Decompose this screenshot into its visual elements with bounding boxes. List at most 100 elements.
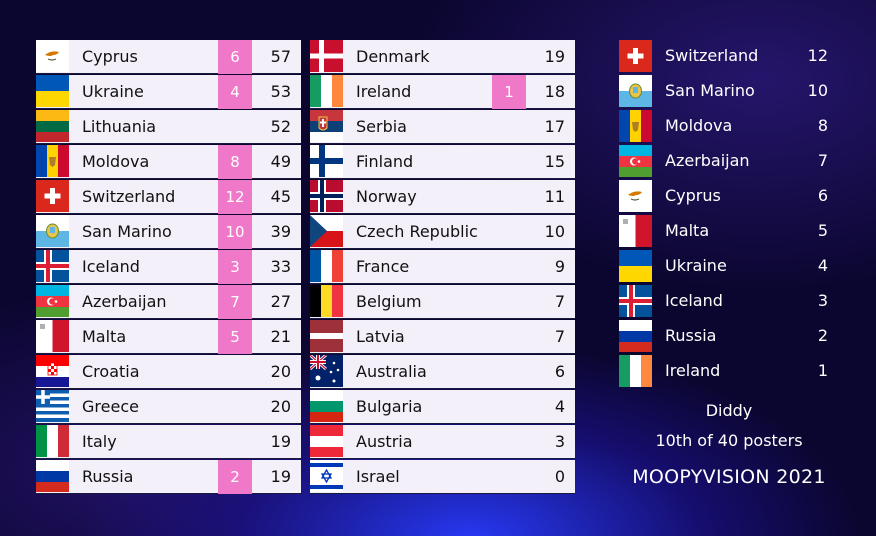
- country-name: Israel: [356, 467, 400, 486]
- vote-points: 3: [817, 291, 828, 310]
- total-score: 9: [554, 257, 565, 276]
- azerbaijan-flag-icon: [619, 145, 652, 177]
- country-name: Latvia: [356, 327, 405, 346]
- total-score: 18: [544, 82, 565, 101]
- scoreboard-row: Lithuania 52: [36, 110, 301, 144]
- country-name: Ireland: [356, 82, 412, 101]
- total-score: 7: [554, 327, 565, 346]
- russia-flag-icon: [36, 460, 69, 494]
- vote-points: 6: [817, 186, 828, 205]
- vote-row: Azerbaijan 7: [619, 145, 828, 177]
- points-awarded-badge: 6: [218, 40, 252, 74]
- scoreboard-row: Norway 11: [310, 180, 575, 214]
- finland-flag-icon: [310, 145, 343, 179]
- country-name: Moldova: [82, 152, 150, 171]
- norway-flag-icon: [310, 180, 343, 214]
- total-score: 15: [544, 152, 565, 171]
- ireland-flag-icon: [619, 355, 652, 387]
- country-name: Italy: [82, 432, 117, 451]
- vote-points: 5: [817, 221, 828, 240]
- country-name: Finland: [356, 152, 414, 171]
- vote-row: Ireland 1: [619, 355, 828, 387]
- vote-country-name: Ukraine: [665, 256, 727, 275]
- vote-country-name: Malta: [665, 221, 710, 240]
- vote-country-name: Ireland: [665, 361, 721, 380]
- total-score: 53: [270, 82, 291, 101]
- country-name: Belgium: [356, 292, 422, 311]
- latvia-flag-icon: [310, 320, 343, 354]
- italy-flag-icon: [36, 425, 69, 459]
- malta-flag-icon: [619, 215, 652, 247]
- serbia-flag-icon: [310, 110, 343, 144]
- san-marino-flag-icon: [36, 215, 69, 249]
- country-name: Switzerland: [82, 187, 176, 206]
- switzerland-flag-icon: [36, 180, 69, 214]
- event-title: MOOPYVISION 2021: [632, 466, 826, 488]
- scoreboard-row: Russia 2 19: [36, 460, 301, 494]
- country-name: Austria: [356, 432, 413, 451]
- vote-row: Switzerland 12: [619, 40, 828, 72]
- scoreboard-row: Azerbaijan 7 27: [36, 285, 301, 319]
- country-name: Iceland: [82, 257, 140, 276]
- points-awarded-badge: 4: [218, 75, 252, 109]
- country-name: Malta: [82, 327, 127, 346]
- total-score: 20: [270, 362, 291, 381]
- country-name: Ukraine: [82, 82, 144, 101]
- scoreboard-row: Bulgaria 4: [310, 390, 575, 424]
- switzerland-flag-icon: [619, 40, 652, 72]
- scoreboard-row: Latvia 7: [310, 320, 575, 354]
- vote-points: 10: [807, 81, 828, 100]
- total-score: 21: [270, 327, 291, 346]
- scoreboard-row: Ireland 1 18: [310, 75, 575, 109]
- ukraine-flag-icon: [619, 250, 652, 282]
- bulgaria-flag-icon: [310, 390, 343, 424]
- scoreboard-row: Switzerland 12 45: [36, 180, 301, 214]
- total-score: 6: [554, 362, 565, 381]
- total-score: 10: [544, 222, 565, 241]
- cyprus-flag-icon: [36, 40, 69, 74]
- vote-points: 8: [817, 116, 828, 135]
- israel-flag-icon: [310, 460, 343, 494]
- greece-flag-icon: [36, 390, 69, 424]
- lithuania-flag-icon: [36, 110, 69, 144]
- vote-row: Cyprus 6: [619, 180, 828, 212]
- country-name: France: [356, 257, 410, 276]
- country-name: Serbia: [356, 117, 407, 136]
- vote-country-name: Switzerland: [665, 46, 759, 65]
- country-name: Cyprus: [82, 47, 138, 66]
- points-awarded-badge: 2: [218, 460, 252, 494]
- australia-flag-icon: [310, 355, 343, 389]
- russia-flag-icon: [619, 320, 652, 352]
- vote-points: 12: [807, 46, 828, 65]
- points-awarded-badge: 3: [218, 250, 252, 284]
- scoreboard-row: Ukraine 4 53: [36, 75, 301, 109]
- scoreboard-row: France 9: [310, 250, 575, 284]
- country-name: Norway: [356, 187, 417, 206]
- country-name: Lithuania: [82, 117, 157, 136]
- scoreboard-row: Czech Republic 10: [310, 215, 575, 249]
- vote-row: Moldova 8: [619, 110, 828, 142]
- vote-country-name: Russia: [665, 326, 717, 345]
- total-score: 57: [270, 47, 291, 66]
- malta-flag-icon: [36, 320, 69, 354]
- vote-country-name: San Marino: [665, 81, 755, 100]
- san-marino-flag-icon: [619, 75, 652, 107]
- points-awarded-badge: 7: [218, 285, 252, 319]
- country-name: Croatia: [82, 362, 140, 381]
- vote-points: 2: [817, 326, 828, 345]
- vote-row: Ukraine 4: [619, 250, 828, 282]
- total-score: 19: [270, 432, 291, 451]
- total-score: 3: [554, 432, 565, 451]
- vote-country-name: Iceland: [665, 291, 723, 310]
- total-score: 17: [544, 117, 565, 136]
- total-score: 11: [544, 187, 565, 206]
- azerbaijan-flag-icon: [36, 285, 69, 319]
- denmark-flag-icon: [310, 40, 343, 74]
- iceland-flag-icon: [619, 285, 652, 317]
- ukraine-flag-icon: [36, 75, 69, 109]
- scoreboard-row: Moldova 8 49: [36, 145, 301, 179]
- moldova-flag-icon: [36, 145, 69, 179]
- france-flag-icon: [310, 250, 343, 284]
- vote-points: 7: [817, 151, 828, 170]
- voter-name: Diddy: [705, 401, 753, 420]
